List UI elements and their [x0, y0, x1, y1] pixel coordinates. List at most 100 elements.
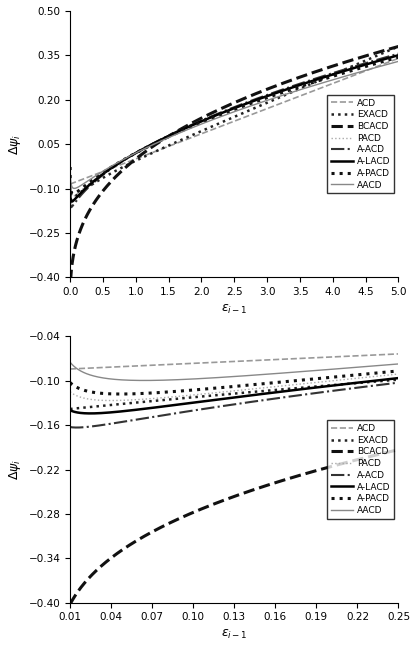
AACD — [68, 150, 73, 158]
PACD — [274, 382, 279, 390]
AACD — [182, 375, 187, 383]
EXACD — [327, 382, 332, 389]
PACD — [182, 392, 187, 400]
EXACD — [262, 100, 267, 108]
X-axis label: $\varepsilon_{i-1}$: $\varepsilon_{i-1}$ — [221, 303, 248, 316]
A-LACD — [311, 76, 316, 84]
AACD — [78, 367, 83, 375]
AACD — [142, 376, 147, 384]
ACD — [259, 356, 264, 364]
Line: AACD: AACD — [70, 62, 399, 189]
A-LACD — [309, 384, 314, 392]
ACD — [309, 354, 314, 362]
A-ACD — [68, 203, 73, 211]
ACD — [327, 353, 332, 361]
Line: AACD: AACD — [63, 349, 399, 380]
EXACD — [84, 184, 89, 192]
A-PACD — [327, 373, 332, 381]
BCACD — [259, 483, 264, 491]
BCACD — [309, 468, 314, 476]
BCACD — [329, 63, 334, 71]
PACD — [262, 93, 267, 101]
AACD — [311, 82, 316, 89]
Line: A-LACD: A-LACD — [63, 378, 399, 413]
BCACD — [396, 446, 401, 454]
PACD — [61, 379, 66, 387]
A-LACD — [259, 390, 264, 398]
AACD — [309, 367, 314, 375]
AACD — [262, 97, 267, 105]
EXACD — [329, 71, 334, 79]
A-PACD — [70, 190, 75, 198]
Line: PACD: PACD — [70, 55, 399, 196]
AACD — [327, 365, 332, 373]
BCACD — [276, 81, 281, 89]
BCACD — [61, 616, 66, 624]
PACD — [329, 71, 334, 79]
A-PACD — [84, 181, 89, 189]
A-PACD — [186, 124, 191, 132]
X-axis label: $\varepsilon_{i-1}$: $\varepsilon_{i-1}$ — [221, 628, 248, 641]
ACD — [274, 356, 279, 364]
Line: BCACD: BCACD — [63, 450, 399, 620]
ACD — [84, 174, 89, 181]
Legend: ACD, EXACD, BCACD, PACD, A-ACD, A-LACD, A-PACD, AACD: ACD, EXACD, BCACD, PACD, A-ACD, A-LACD, … — [327, 95, 394, 193]
AACD — [259, 371, 264, 378]
A-LACD — [274, 388, 279, 396]
A-ACD — [396, 50, 401, 58]
AACD — [396, 360, 401, 368]
BCACD — [274, 478, 279, 486]
A-ACD — [68, 194, 73, 202]
EXACD — [259, 388, 264, 395]
A-PACD — [396, 53, 401, 61]
A-LACD — [88, 410, 93, 417]
A-PACD — [182, 387, 187, 395]
PACD — [78, 393, 83, 401]
A-PACD — [68, 163, 73, 171]
A-ACD — [262, 92, 267, 100]
Line: PACD: PACD — [63, 374, 399, 400]
PACD — [109, 397, 114, 404]
AACD — [396, 58, 401, 65]
BCACD — [262, 86, 267, 94]
PACD — [276, 89, 281, 97]
AACD — [274, 369, 279, 377]
PACD — [309, 379, 314, 387]
A-ACD — [329, 70, 334, 78]
Line: EXACD: EXACD — [63, 380, 399, 410]
EXACD — [274, 386, 279, 394]
A-LACD — [68, 183, 73, 191]
Line: A-ACD: A-ACD — [70, 54, 399, 207]
A-LACD — [78, 409, 83, 417]
A-LACD — [327, 382, 332, 389]
EXACD — [311, 79, 316, 87]
ACD — [396, 54, 401, 62]
ACD — [311, 87, 316, 95]
Line: BCACD: BCACD — [70, 47, 399, 297]
A-PACD — [259, 380, 264, 388]
A-PACD — [78, 385, 83, 393]
ACD — [78, 365, 83, 373]
A-LACD — [276, 88, 281, 96]
Line: A-ACD: A-ACD — [63, 382, 399, 428]
A-ACD — [61, 421, 66, 428]
EXACD — [78, 404, 83, 412]
BCACD — [68, 294, 73, 301]
A-LACD — [262, 93, 267, 101]
A-LACD — [186, 122, 191, 130]
EXACD — [396, 376, 401, 384]
BCACD — [186, 121, 191, 128]
A-ACD — [259, 397, 264, 404]
BCACD — [396, 43, 401, 51]
Legend: ACD, EXACD, BCACD, PACD, A-ACD, A-LACD, A-PACD, AACD: ACD, EXACD, BCACD, PACD, A-ACD, A-LACD, … — [327, 421, 394, 518]
AACD — [186, 125, 191, 133]
AACD — [84, 178, 89, 185]
PACD — [396, 370, 401, 378]
A-ACD — [186, 122, 191, 130]
BCACD — [78, 584, 83, 592]
EXACD — [276, 94, 281, 102]
ACD — [262, 106, 267, 113]
PACD — [259, 384, 264, 392]
A-PACD — [276, 90, 281, 98]
A-ACD — [78, 424, 83, 432]
